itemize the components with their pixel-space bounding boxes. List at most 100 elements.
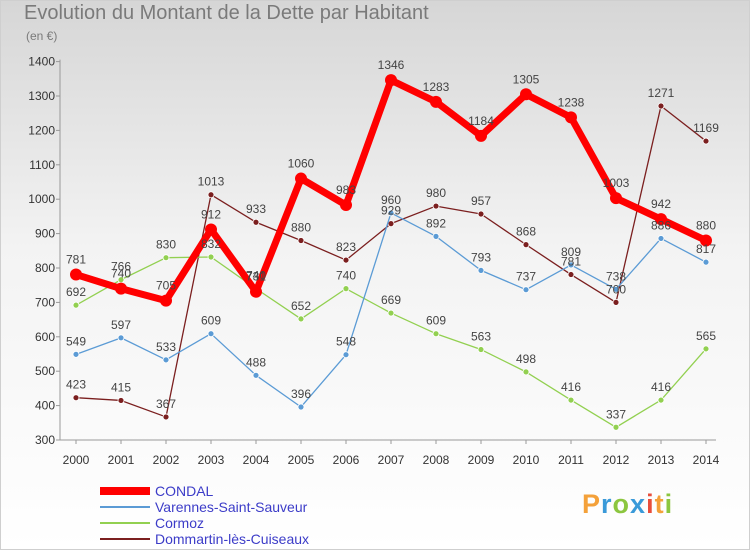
legend-swatch	[100, 522, 150, 524]
x-tick-label: 2008	[423, 453, 450, 467]
data-label: 880	[696, 218, 716, 232]
x-tick-label: 2013	[648, 453, 675, 467]
data-point	[430, 95, 442, 108]
x-tick-label: 2005	[288, 453, 315, 467]
data-label: 692	[66, 285, 86, 299]
data-labels: 423 415 367 1013 933 880 823 929 980 957 868 781 700…	[66, 58, 719, 421]
data-point	[70, 268, 82, 281]
data-label: 823	[336, 240, 356, 254]
data-point	[610, 192, 622, 205]
x-tick-label: 2006	[333, 453, 360, 467]
data-point	[657, 235, 665, 242]
x-tick-label: 2014	[693, 453, 720, 467]
y-tick-label: 1000	[28, 192, 55, 206]
data-label: 669	[381, 293, 401, 307]
data-label: 731	[246, 270, 266, 284]
data-point	[475, 129, 487, 142]
data-point	[252, 371, 260, 379]
data-point	[565, 111, 577, 124]
legend-swatch	[100, 538, 150, 540]
data-point	[342, 351, 350, 359]
x-tick-label: 2011	[558, 453, 584, 467]
data-point	[117, 334, 125, 342]
data-point	[297, 403, 305, 411]
data-label: 957	[471, 194, 491, 208]
data-point	[162, 254, 170, 262]
legend-label: Cormoz	[155, 515, 205, 531]
data-point	[432, 330, 440, 338]
data-point	[520, 88, 532, 101]
data-label: 740	[111, 267, 131, 281]
data-label: 1283	[423, 80, 450, 94]
data-label: 609	[426, 314, 446, 328]
data-point	[252, 218, 260, 226]
y-tick-label: 400	[35, 399, 55, 413]
logo-letter: o	[612, 489, 631, 519]
y-tick-label: 700	[35, 295, 55, 309]
y-tick-label: 500	[35, 364, 55, 378]
data-point	[657, 102, 665, 110]
data-point	[207, 191, 215, 199]
data-label: 563	[471, 330, 491, 344]
data-point	[387, 209, 395, 217]
data-label: 609	[201, 314, 221, 328]
legend-swatch	[100, 487, 150, 495]
x-tick-label: 2002	[153, 453, 180, 467]
data-label: 423	[66, 378, 86, 392]
y-tick-label: 1100	[29, 158, 55, 172]
data-label: 983	[336, 183, 356, 197]
x-tick-label: 2009	[468, 453, 495, 467]
data-label: 1238	[558, 95, 585, 109]
y-tick-label: 1200	[28, 123, 55, 137]
legend-swatch	[100, 506, 150, 508]
logo-letter: r	[601, 489, 613, 519]
data-point	[522, 368, 530, 376]
data-label: 1060	[288, 157, 315, 171]
data-label: 929	[381, 204, 401, 218]
x-tick-label: 2004	[243, 453, 270, 467]
data-point	[295, 172, 307, 185]
data-point	[72, 301, 80, 309]
data-point	[162, 413, 170, 421]
x-tick-label: 2012	[603, 453, 630, 467]
data-label: 868	[516, 225, 536, 239]
data-label: 781	[561, 255, 581, 269]
x-tick-label: 2003	[198, 453, 225, 467]
x-tick-label: 2007	[378, 453, 405, 467]
data-label: 740	[336, 269, 356, 283]
data-label: 809	[561, 245, 581, 259]
data-label: 565	[696, 329, 716, 343]
x-tick-label: 2010	[513, 453, 540, 467]
data-point	[477, 346, 485, 353]
data-point	[72, 394, 80, 402]
y-tick-label: 300	[35, 433, 55, 447]
data-label: 1184	[468, 114, 494, 128]
data-label: 597	[111, 318, 131, 332]
data-point	[162, 356, 170, 364]
data-point	[702, 137, 710, 145]
data-point	[207, 253, 215, 261]
legend-label: Dommartin-lès-Cuiseaux	[155, 531, 310, 547]
data-point	[342, 285, 350, 293]
data-point	[702, 258, 710, 266]
data-point	[522, 286, 530, 294]
data-label: 416	[561, 380, 581, 394]
data-label: 766	[111, 260, 131, 274]
data-point	[342, 256, 350, 264]
data-label: 892	[426, 216, 446, 230]
data-label: 793	[471, 250, 491, 264]
data-label: 396	[291, 387, 311, 401]
data-point	[567, 396, 575, 404]
data-label: 933	[246, 202, 266, 216]
data-point	[387, 309, 395, 317]
data-label: 1003	[603, 176, 630, 190]
data-point	[612, 285, 620, 293]
data-point	[522, 241, 530, 249]
series-line	[72, 76, 710, 305]
data-label: 738	[606, 269, 626, 283]
data-label: 498	[516, 352, 536, 366]
axes: 300 400 500 600 700 800 900 1000 1100 1200 1300 140…	[28, 55, 719, 467]
data-point	[297, 315, 305, 323]
data-point	[567, 271, 575, 278]
